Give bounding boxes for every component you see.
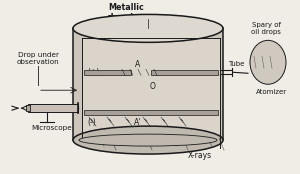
Bar	[84, 70, 131, 75]
Bar	[151, 70, 218, 75]
Text: Drop under
observation: Drop under observation	[17, 52, 59, 65]
Ellipse shape	[73, 14, 223, 42]
Text: O: O	[150, 82, 156, 91]
Text: Microscope: Microscope	[32, 125, 72, 131]
Text: Metallic
chamber: Metallic chamber	[106, 3, 146, 22]
Text: A: A	[135, 60, 141, 69]
Ellipse shape	[79, 134, 217, 146]
Text: X-rays: X-rays	[188, 151, 212, 160]
Text: (+): (+)	[87, 68, 99, 77]
Bar	[73, 28, 223, 140]
Text: Spary of
oil drops: Spary of oil drops	[251, 22, 281, 35]
Text: Atomizer: Atomizer	[256, 89, 288, 95]
Ellipse shape	[250, 40, 286, 84]
Bar	[84, 110, 218, 115]
Bar	[28, 104, 78, 112]
Text: A': A'	[134, 118, 142, 127]
Text: (-): (-)	[87, 118, 96, 127]
Ellipse shape	[73, 126, 223, 154]
Bar	[82, 38, 220, 140]
Bar	[26, 105, 30, 111]
Text: Tube: Tube	[228, 61, 244, 67]
